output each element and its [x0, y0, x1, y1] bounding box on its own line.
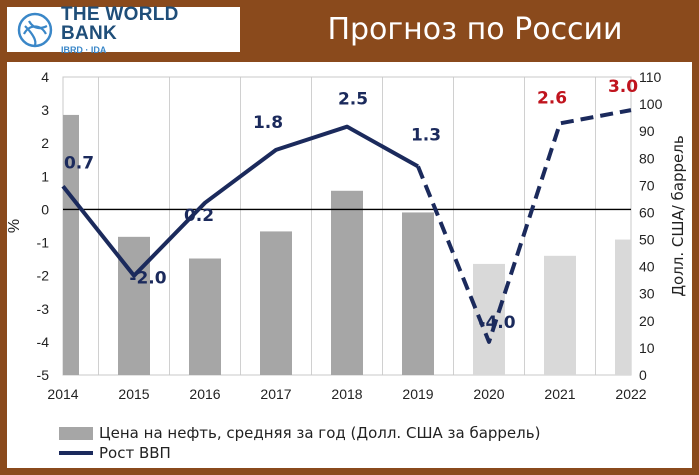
y-left-tick-label: 3	[41, 102, 49, 118]
x-tick-label: 2022	[615, 386, 646, 402]
legend-label-oil-price: Цена на нефть, средняя за год (Долл. США…	[99, 424, 541, 442]
y-right-tick-label: 80	[639, 150, 655, 166]
gdp-data-label: 2.6	[537, 88, 567, 108]
y-right-tick-label: 20	[639, 313, 655, 329]
x-tick-label: 2019	[402, 386, 433, 402]
chart-panel: 4 3 2 1 0 -1 -2 -3 -4 -5 110 100 90 80 70 60 50 40 30 20 10 0…	[7, 62, 692, 468]
oil-price-bar	[189, 258, 221, 375]
y-left-tick-label: 2	[41, 135, 49, 151]
gdp-data-label: 0.2	[184, 206, 214, 226]
x-tick-label: 2018	[331, 386, 362, 402]
gdp-data-label: 0.7	[64, 153, 94, 173]
y-right-tick-label: 60	[639, 204, 655, 220]
oil-price-bar	[63, 114, 79, 375]
legend-item-oil-price: Цена на нефть, средняя за год (Долл. США…	[59, 424, 540, 442]
combo-chart: 43210-1-2-3-4-51101009080706050403020100…	[7, 69, 687, 402]
y-left-tick-label: 4	[41, 69, 49, 85]
oil-price-bar	[402, 212, 434, 375]
x-tick-label: 2017	[260, 386, 291, 402]
y-right-tick-label: 40	[639, 259, 655, 275]
y-right-tick-label: 0	[639, 367, 647, 383]
y-right-tick-label: 10	[639, 340, 655, 356]
page-title: Прогноз по России	[327, 12, 623, 47]
y-left-tick-label: -2	[37, 268, 50, 284]
y-right-tick-label: 110	[639, 69, 662, 85]
x-tick-label: 2021	[544, 386, 575, 402]
world-bank-logo: THE WORLD BANK IBRD · IDA	[7, 3, 240, 55]
y-left-axis-title: %	[7, 219, 23, 233]
legend-bar-swatch	[59, 426, 93, 440]
y-right-tick-label: 90	[639, 123, 655, 139]
x-tick-label: 2020	[473, 386, 504, 402]
y-right-tick-label: 70	[639, 177, 655, 193]
gdp-line-actual	[61, 124, 419, 278]
oil-price-bar	[118, 236, 150, 375]
y-left-tick-label: -1	[37, 235, 50, 251]
legend-item-gdp: Рост ВВП	[59, 444, 171, 462]
gdp-data-label: 1.3	[411, 125, 441, 145]
legend-label-gdp: Рост ВВП	[99, 444, 171, 462]
x-tick-label: 2014	[47, 386, 78, 402]
oil-price-bar	[544, 255, 576, 375]
gdp-data-label: -4.0	[478, 313, 515, 333]
gdp-data-label: -2.0	[129, 269, 166, 289]
y-right-tick-label: 30	[639, 286, 655, 302]
y-right-axis-title: Долл. США/ баррель	[669, 135, 687, 296]
gdp-line-forecast	[416, 108, 632, 344]
x-tick-label: 2016	[189, 386, 220, 402]
x-tick-label: 2015	[118, 386, 149, 402]
y-right-tick-label: 50	[639, 232, 655, 248]
y-left-tick-label: -4	[37, 334, 50, 350]
gdp-data-label: 2.5	[338, 90, 368, 110]
globe-icon	[17, 12, 53, 47]
oil-price-bar	[331, 190, 363, 375]
legend-line-swatch	[59, 451, 93, 455]
gdp-data-label: 1.8	[253, 113, 283, 133]
gdp-data-label: 3.0	[608, 77, 638, 97]
logo-subtitle: IBRD · IDA	[60, 44, 107, 55]
y-left-tick-label: -5	[37, 367, 50, 383]
y-left-tick-label: 1	[41, 168, 49, 184]
y-right-tick-label: 100	[639, 96, 663, 112]
y-left-tick-label: 0	[41, 201, 49, 217]
y-left-tick-label: -3	[37, 301, 50, 317]
logo-name: THE WORLD BANK	[60, 3, 179, 44]
oil-price-bar	[615, 239, 631, 375]
oil-price-bar	[260, 231, 292, 375]
